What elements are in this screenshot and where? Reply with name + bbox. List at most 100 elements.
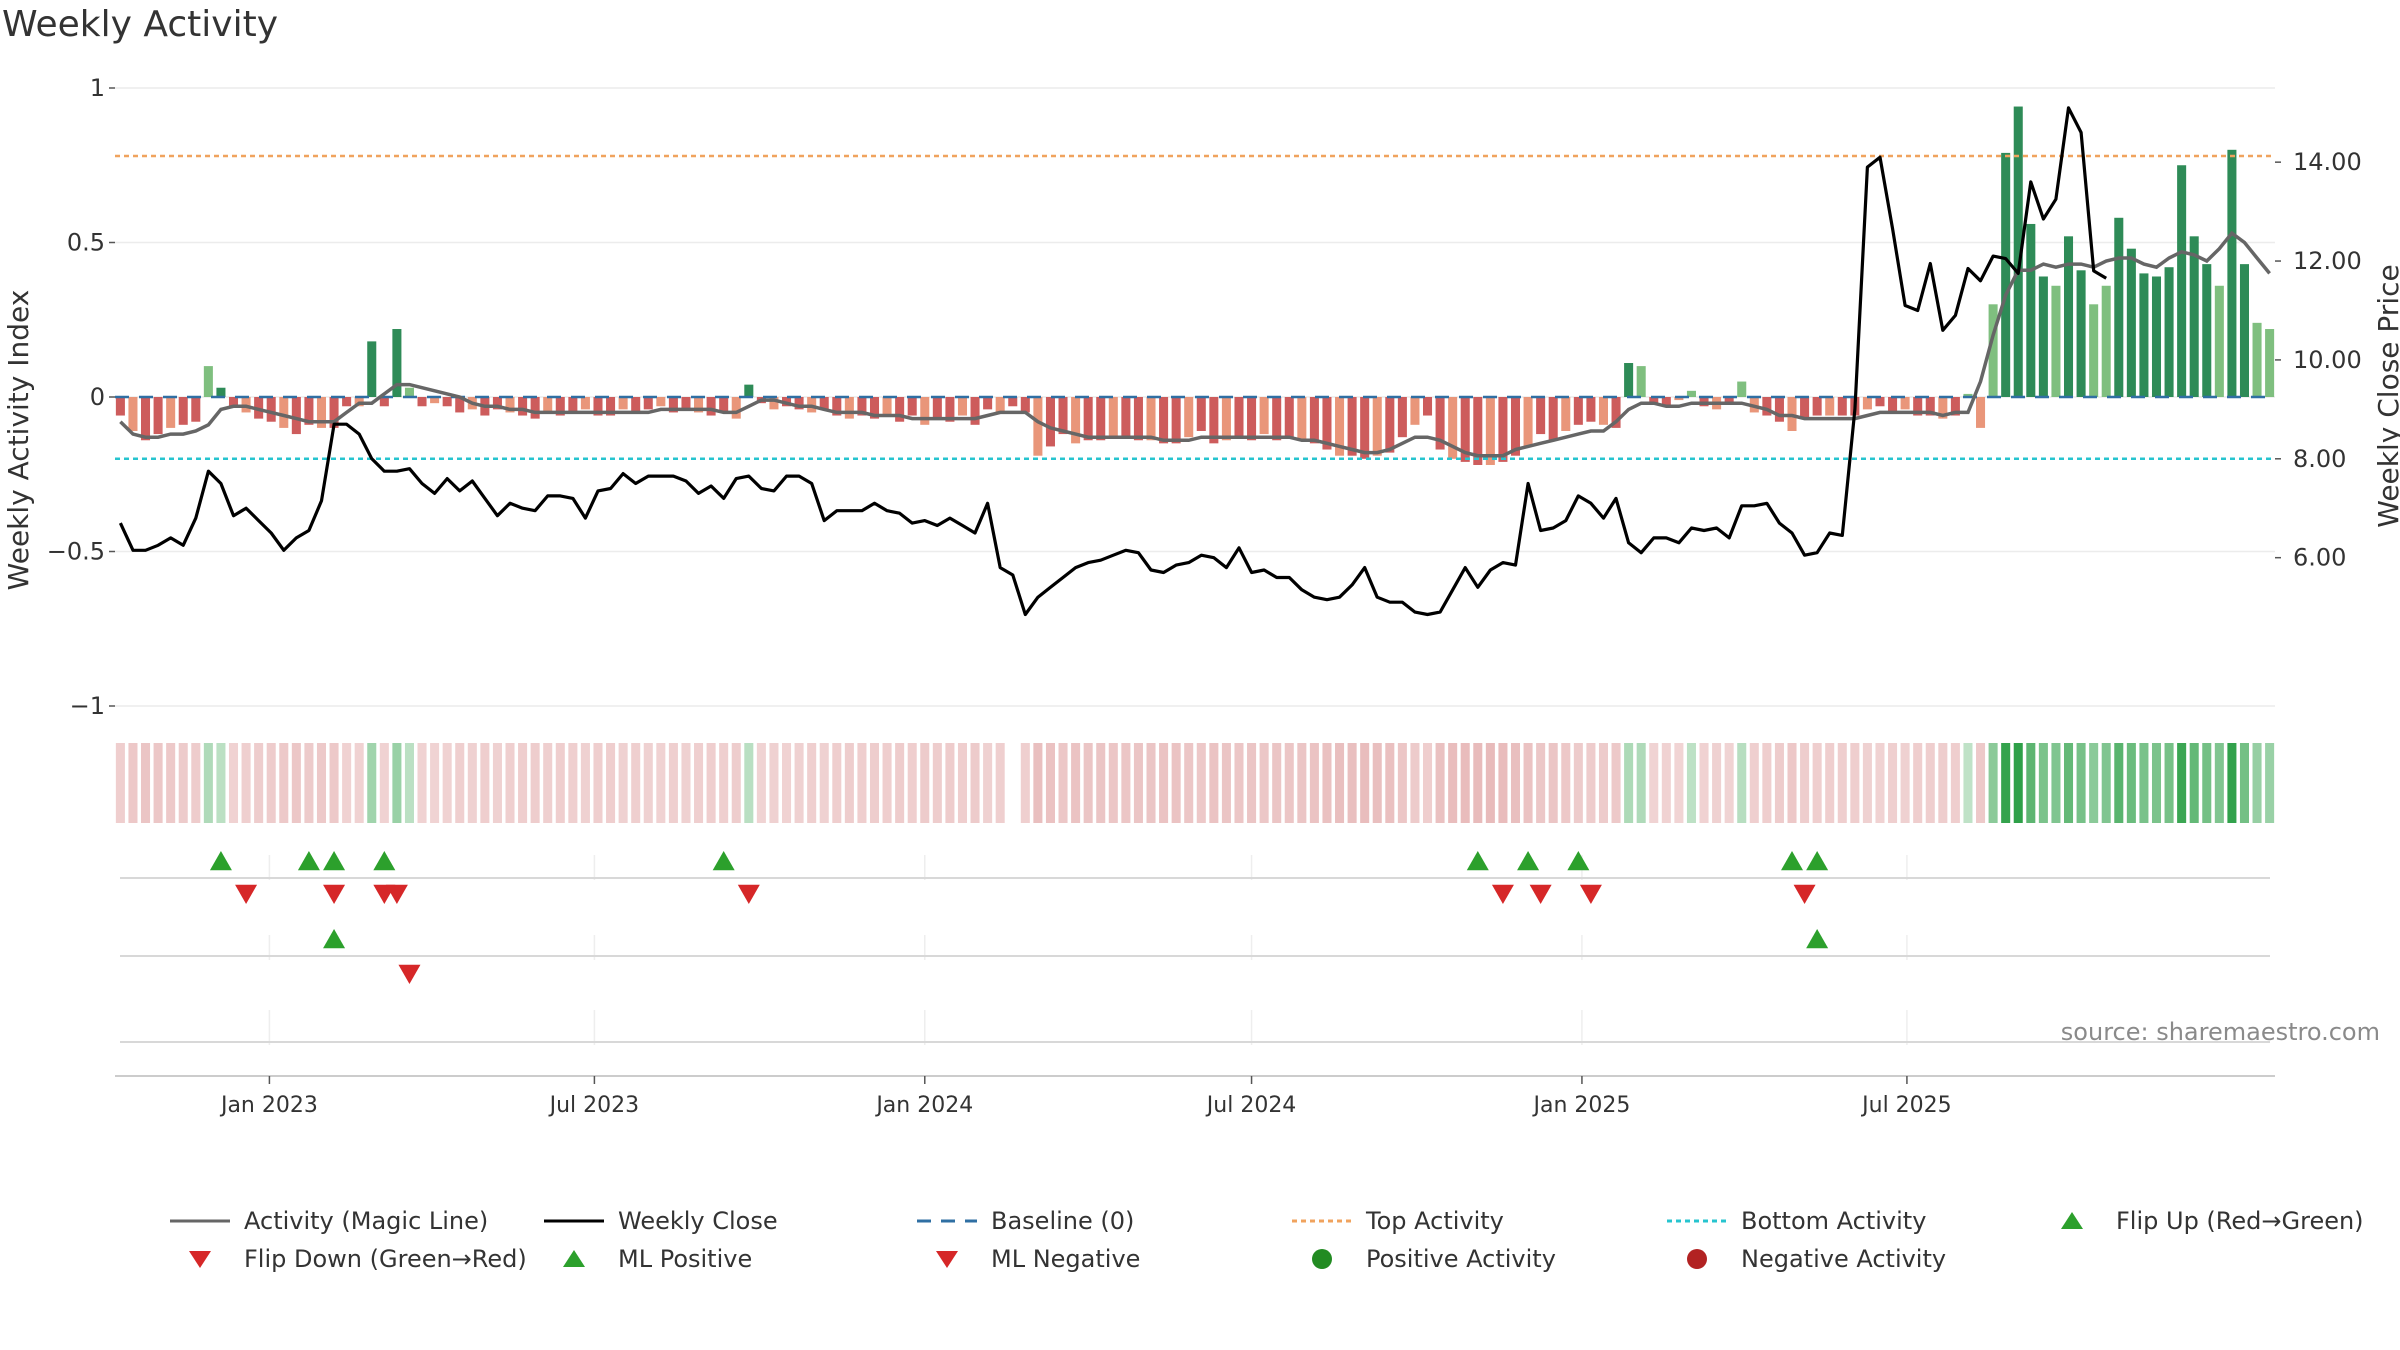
activity-bar bbox=[442, 397, 452, 407]
heat-cell bbox=[1473, 743, 1483, 823]
activity-bar bbox=[404, 387, 414, 397]
activity-bar bbox=[1548, 397, 1558, 441]
activity-bar bbox=[593, 397, 603, 416]
heat-cell bbox=[2239, 743, 2249, 823]
activity-bar bbox=[769, 397, 779, 410]
heat-cell bbox=[2051, 743, 2061, 823]
heat-cell bbox=[492, 743, 502, 823]
activity-bar bbox=[455, 397, 465, 413]
activity-bar bbox=[1762, 397, 1772, 416]
heat-cell bbox=[882, 743, 892, 823]
flip-down-marker bbox=[1491, 884, 1514, 904]
activity-bar bbox=[128, 397, 138, 431]
activity-bar bbox=[2214, 285, 2224, 397]
activity-bar bbox=[1171, 397, 1181, 444]
heat-cell bbox=[2026, 743, 2036, 823]
legend-label: Flip Down (Green→Red) bbox=[244, 1245, 527, 1273]
flip-up-marker bbox=[1517, 851, 1540, 871]
activity-bar bbox=[1322, 397, 1332, 450]
x-axis: Jan 2023 Jul 2023 Jan 2024 Jul 2024 Jan 2025… bbox=[115, 1075, 2275, 1118]
activity-bar bbox=[1498, 397, 1508, 462]
ml-negative-marker bbox=[398, 964, 421, 984]
heat-cell bbox=[1888, 743, 1898, 823]
heat-cell bbox=[291, 743, 301, 823]
heat-cell bbox=[1862, 743, 1872, 823]
heat-cell bbox=[1787, 743, 1797, 823]
y2-tick-label: 10.00 bbox=[2293, 346, 2362, 374]
activity-bar bbox=[228, 397, 239, 407]
grid-lines bbox=[115, 87, 2275, 1045]
activity-bar bbox=[1121, 397, 1131, 438]
activity-bar bbox=[2051, 285, 2061, 397]
activity-bar bbox=[731, 397, 741, 419]
axes: 1 0.5 0 −0.5 −1 14.00 12.00 10.00 8.00 6.00 bbox=[47, 74, 2362, 720]
x-tick-label: Jul 2025 bbox=[1860, 1093, 1952, 1118]
legend-label: Bottom Activity bbox=[1741, 1207, 1927, 1235]
activity-bar bbox=[1058, 397, 1068, 435]
flip-up-marker bbox=[1466, 851, 1489, 871]
heat-cell bbox=[580, 743, 590, 823]
heat-cell bbox=[756, 743, 766, 823]
heat-cell bbox=[266, 743, 276, 823]
activity-bar bbox=[618, 397, 628, 410]
heat-cell bbox=[2252, 743, 2262, 823]
legend: Activity (Magic Line) Weekly Close Baselin… bbox=[150, 1204, 2400, 1284]
activity-bar bbox=[530, 397, 540, 419]
heat-cell bbox=[1083, 743, 1093, 823]
activity-bar bbox=[1083, 397, 1093, 441]
heat-cell bbox=[1498, 743, 1508, 823]
heat-cell bbox=[367, 743, 377, 823]
activity-bar bbox=[2001, 152, 2011, 397]
heat-cell bbox=[1712, 743, 1722, 823]
activity-bar bbox=[2063, 236, 2074, 397]
flip-down-marker bbox=[1529, 884, 1552, 904]
activity-bar bbox=[1598, 397, 1608, 425]
activity-bar bbox=[2126, 248, 2136, 397]
legend-label: Flip Up (Red→Green) bbox=[2116, 1207, 2364, 1235]
activity-bar bbox=[1561, 397, 1571, 431]
flip-down-marker bbox=[385, 884, 408, 904]
x-tick-label: Jan 2024 bbox=[874, 1093, 973, 1118]
heat-cell bbox=[442, 743, 452, 823]
legend-item: Positive Activity bbox=[1290, 1242, 1556, 1276]
flip-down-marker bbox=[1579, 884, 1602, 904]
heat-cell bbox=[1209, 743, 1219, 823]
heat-cell bbox=[518, 743, 528, 823]
legend-label: Baseline (0) bbox=[991, 1207, 1135, 1235]
heat-cell bbox=[1196, 743, 1206, 823]
heat-cell bbox=[1221, 743, 1231, 823]
activity-bar bbox=[668, 397, 678, 413]
heat-cell bbox=[1297, 743, 1307, 823]
y-tick-label: 1 bbox=[90, 74, 105, 102]
legend-item: Negative Activity bbox=[1665, 1242, 1946, 1276]
heat-cell bbox=[1774, 743, 1784, 823]
activity-bar bbox=[115, 397, 125, 416]
activity-bar bbox=[1674, 397, 1684, 401]
heat-cell bbox=[1938, 743, 1948, 823]
activity-bar bbox=[2089, 304, 2099, 397]
activity-bar bbox=[1221, 397, 1231, 441]
activity-bar bbox=[2265, 329, 2275, 397]
activity-bar bbox=[945, 397, 955, 422]
ml-positive-marker bbox=[1806, 929, 1829, 949]
heat-cell bbox=[907, 743, 917, 823]
activity-bar bbox=[1234, 397, 1244, 438]
activity-bar bbox=[2038, 276, 2048, 397]
activity-bar bbox=[304, 397, 314, 425]
activity-bar bbox=[505, 397, 515, 413]
heat-cell bbox=[668, 743, 678, 823]
heat-cell bbox=[2038, 743, 2048, 823]
activity-bar bbox=[719, 397, 729, 413]
y2-tick-label: 12.00 bbox=[2293, 247, 2362, 275]
activity-bar bbox=[1950, 397, 1960, 416]
activity-bar bbox=[1888, 397, 1898, 413]
heat-cell bbox=[1510, 743, 1521, 823]
activity-bar bbox=[1573, 397, 1583, 425]
activity-bar bbox=[2114, 217, 2124, 397]
activity-bar bbox=[1737, 381, 1747, 397]
activity-bar bbox=[166, 397, 176, 428]
activity-bar bbox=[1536, 397, 1546, 435]
heat-cell bbox=[1825, 743, 1835, 823]
heat-cell bbox=[1234, 743, 1244, 823]
